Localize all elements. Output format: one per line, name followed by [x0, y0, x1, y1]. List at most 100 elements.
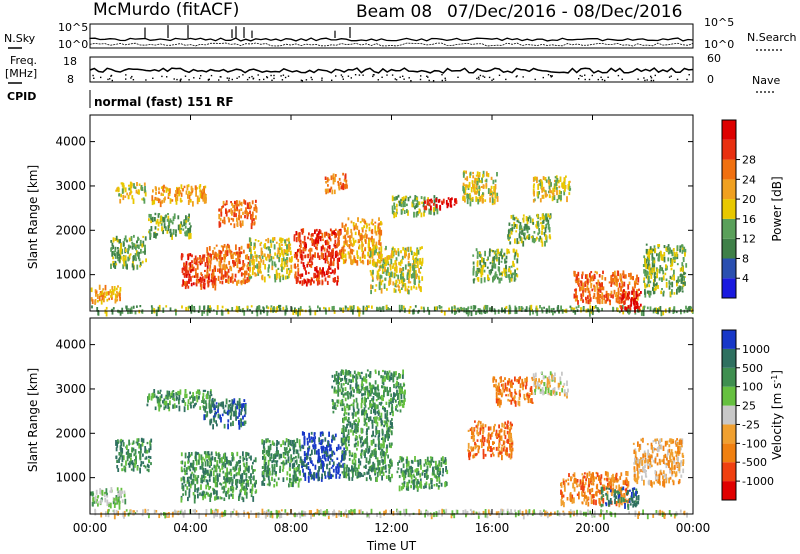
velocity-cell	[224, 478, 226, 484]
velocity-cell	[203, 407, 206, 411]
velocity-cell	[128, 463, 131, 468]
power-cell	[331, 269, 334, 274]
velocity-cell	[191, 462, 194, 469]
power-cell	[273, 306, 275, 313]
power-cell	[560, 191, 562, 195]
power-cell	[284, 242, 287, 246]
power-cell	[413, 265, 416, 272]
velocity-cell	[207, 451, 210, 456]
velocity-cell	[225, 459, 228, 465]
power-cell	[232, 218, 235, 222]
power-cell	[423, 308, 425, 313]
power-cell	[357, 307, 360, 311]
velocity-cell	[484, 509, 487, 514]
power-cell	[317, 277, 320, 283]
velocity-cell	[472, 511, 475, 514]
power-cell	[114, 261, 117, 265]
power-cell	[365, 222, 368, 229]
power-cell	[376, 276, 379, 281]
nave-dot	[668, 76, 671, 78]
power-cell	[226, 243, 229, 248]
power-cell	[110, 294, 112, 298]
power-cell	[136, 245, 139, 249]
velocity-cell	[216, 464, 219, 467]
power-cell	[422, 204, 425, 208]
power-cell	[635, 280, 638, 283]
nave-dot	[408, 77, 410, 79]
velocity-cell	[282, 477, 285, 482]
velocity-cell	[149, 456, 152, 459]
power-cell	[230, 255, 233, 260]
power-cell	[288, 257, 291, 261]
velocity-cell	[292, 449, 295, 455]
power-cell	[533, 231, 536, 234]
velocity-cell	[284, 509, 287, 513]
power-cell	[318, 255, 321, 260]
nave-dot	[246, 78, 249, 81]
power-cell	[684, 248, 687, 253]
velocity-cell	[134, 459, 137, 466]
velocity-cell	[252, 461, 254, 465]
velocity-cell	[153, 509, 156, 514]
power-cell	[209, 264, 212, 269]
velocity-cell	[285, 438, 288, 443]
power-cell	[196, 195, 199, 199]
power-cell	[652, 260, 654, 264]
power-cell	[588, 290, 591, 296]
power-cell	[279, 252, 281, 258]
power-cell	[104, 309, 107, 314]
power-cell	[360, 240, 363, 243]
power-cell	[585, 280, 587, 284]
power-cell	[516, 258, 519, 264]
power-cell	[289, 243, 292, 246]
power-cell	[343, 225, 346, 230]
velocity-cell	[269, 457, 272, 460]
power-cell	[324, 231, 326, 238]
power-cell	[506, 248, 509, 255]
power-cell	[341, 247, 344, 252]
power-cell	[472, 271, 475, 276]
velocity-cell	[242, 451, 244, 457]
power-cell	[242, 211, 244, 215]
power-cell	[97, 310, 100, 316]
power-cell	[223, 216, 226, 221]
power-cell	[602, 286, 605, 291]
power-cell	[536, 310, 539, 316]
power-cell	[157, 198, 160, 204]
velocity-cell	[189, 396, 192, 400]
velocity-cell	[668, 510, 671, 515]
power-cell	[91, 305, 93, 309]
velocity-cell	[327, 510, 330, 516]
power-cell	[225, 279, 228, 283]
velocity-cell	[242, 497, 245, 503]
velocity-cell	[172, 392, 175, 398]
power-cell	[183, 266, 186, 272]
power-cell	[515, 310, 518, 314]
power-cell	[117, 292, 119, 297]
power-cell	[157, 213, 160, 218]
power-cell	[428, 310, 431, 315]
power-cell	[126, 192, 129, 196]
power-cell	[630, 297, 633, 300]
power-cell	[153, 199, 156, 205]
velocity-cell	[140, 438, 143, 442]
power-cell	[592, 277, 595, 281]
power-cell	[225, 245, 228, 250]
power-cell	[599, 294, 601, 298]
velocity-cell	[147, 396, 149, 403]
power-cell	[371, 251, 373, 255]
velocity-cell	[278, 453, 281, 458]
velocity-cell	[221, 413, 224, 417]
power-cell	[372, 245, 375, 252]
power-cell	[393, 202, 396, 206]
power-cell	[638, 305, 641, 312]
velocity-cell	[215, 405, 218, 408]
power-cell	[194, 185, 197, 190]
power-cell	[573, 307, 576, 310]
nave-dot	[377, 79, 379, 81]
nave-dot	[597, 78, 599, 81]
power-cell	[646, 290, 649, 294]
velocity-cell	[101, 497, 103, 501]
power-cell	[406, 209, 408, 214]
power-cell	[144, 185, 146, 190]
